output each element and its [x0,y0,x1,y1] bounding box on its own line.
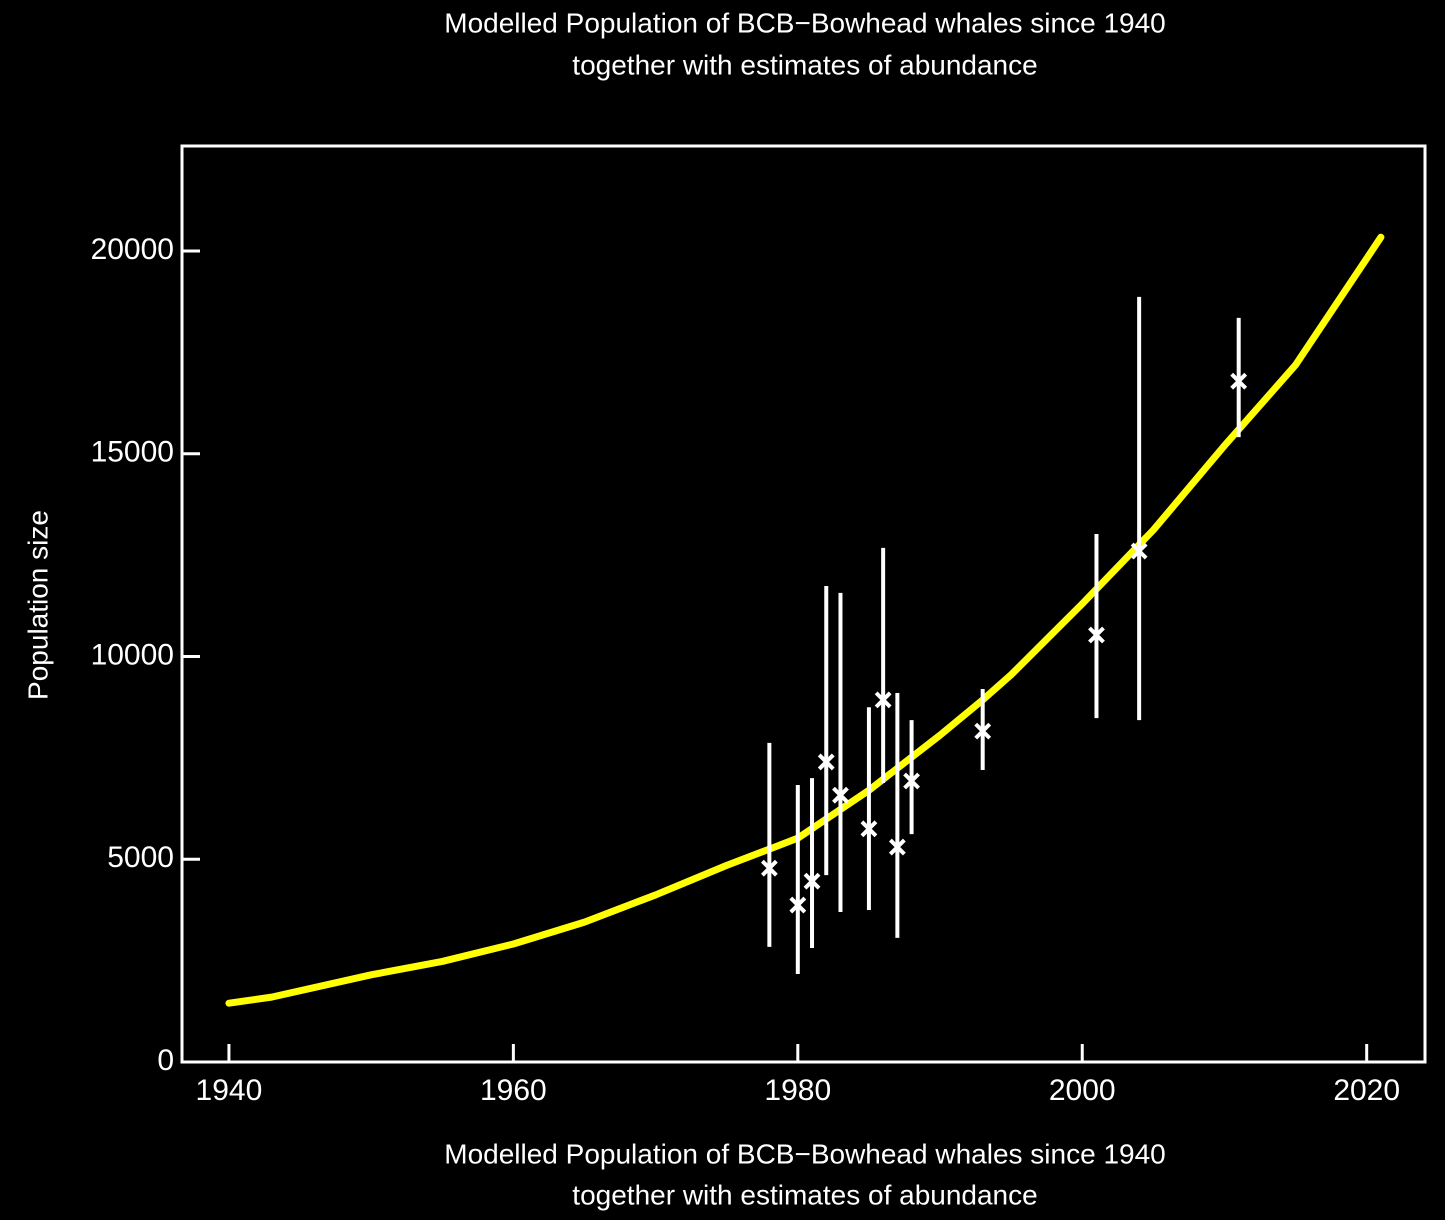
estimate-marker [760,859,778,877]
estimate-marker [832,786,849,804]
y-tick-label: 0 [157,1044,174,1077]
plot-frame [180,144,1427,1064]
x-tick-label: 1980 [764,1074,831,1107]
estimate-marker [817,753,835,771]
estimate-marker [874,691,892,709]
estimate-marker [1130,542,1148,560]
y-tick-label: 20000 [91,233,174,266]
y-tick-label: 5000 [107,841,174,874]
estimate-marker [974,722,992,740]
estimate-marker [860,820,878,838]
estimate-marker [789,896,807,914]
x-tick-label: 1960 [480,1074,547,1107]
estimate-marker [803,872,821,890]
y-tick-label: 15000 [91,436,174,469]
x-tick-label: 2020 [1333,1074,1400,1107]
estimate-marker [888,838,906,856]
chart-title: together with estimates of abundance [572,49,1037,80]
x-axis-label: Modelled Population of BCB−Bowhead whale… [444,1138,1165,1169]
x-tick-label: 2000 [1049,1074,1116,1107]
estimate-marker [1088,626,1105,644]
x-axis-label: together with estimates of abundance [572,1179,1037,1210]
x-tick-label: 1940 [196,1074,263,1107]
estimate-marker [903,772,921,790]
population-curve [225,233,1385,1007]
y-axis-label: Population size [22,510,53,700]
estimate-marker [1230,372,1248,390]
chart-title: Modelled Population of BCB−Bowhead whale… [444,7,1165,38]
y-tick-label: 10000 [91,638,174,671]
